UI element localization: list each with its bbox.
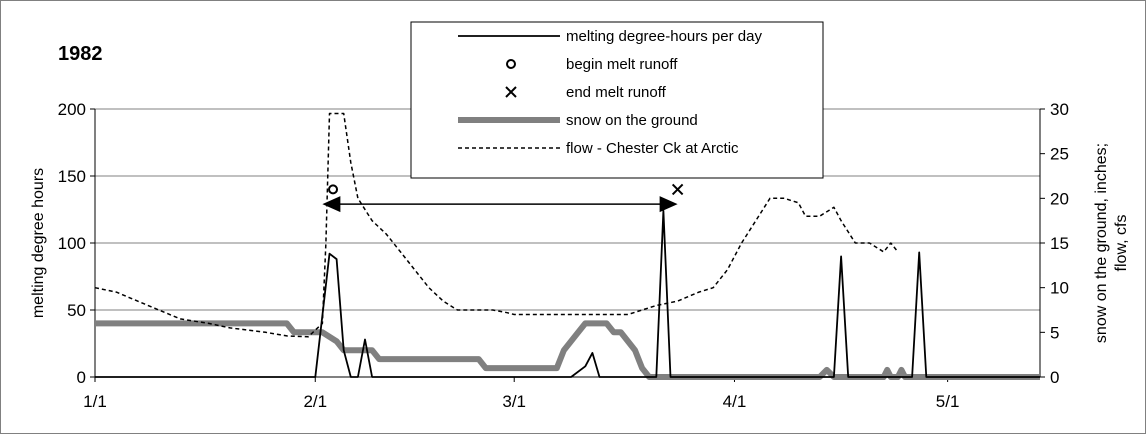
y-right-axis-title-line2: flow, cfs xyxy=(1113,215,1130,272)
legend-swatch-begin xyxy=(506,59,516,69)
y-right-tick-label-2: 10 xyxy=(1050,279,1069,298)
legend-box xyxy=(410,21,824,179)
y-right-tick-label-1: 5 xyxy=(1050,323,1059,342)
legend-label-mdh: melting degree-hours per day xyxy=(566,28,762,45)
y-right-axis-title-line1: snow on the ground, inches; xyxy=(1093,143,1110,343)
y-left-tick-label-0: 0 xyxy=(77,368,86,387)
legend-swatch-end xyxy=(505,86,517,98)
x-tick-label-0: 1/1 xyxy=(83,392,107,411)
y-left-tick-label-1: 50 xyxy=(67,301,86,320)
y-right-tick-label-4: 20 xyxy=(1050,189,1069,208)
y-left-tick-label-3: 150 xyxy=(58,167,86,186)
y-right-tick-label-5: 25 xyxy=(1050,145,1069,164)
begin-melt-runoff-marker xyxy=(328,184,339,195)
series-line-melting-degree-hours xyxy=(95,209,1040,378)
y-left-axis-title: melting degree hours xyxy=(30,168,47,318)
end-melt-runoff-marker xyxy=(671,183,684,196)
y-right-tick-label-0: 0 xyxy=(1050,368,1059,387)
x-tick-label-3: 4/1 xyxy=(723,392,747,411)
x-tick-label-1: 2/1 xyxy=(303,392,327,411)
melt-period-arrowhead-right xyxy=(659,196,678,213)
legend-label-snow: snow on the ground xyxy=(566,112,698,129)
series-layer xyxy=(94,112,1040,380)
annotation-layer xyxy=(322,183,684,213)
y-right-tick-label-3: 15 xyxy=(1050,234,1069,253)
legend: melting degree-hours per day begin melt … xyxy=(410,21,824,179)
y-left-tick-label-4: 200 xyxy=(58,100,86,119)
legend-label-flow: flow - Chester Ck at Arctic xyxy=(566,140,739,157)
x-tick-label-4: 5/1 xyxy=(936,392,960,411)
series-line-flow xyxy=(94,112,899,338)
legend-label-begin: begin melt runoff xyxy=(566,56,678,73)
year-label: 1982 xyxy=(58,43,103,65)
x-tick-label-2: 3/1 xyxy=(502,392,526,411)
melt-period-arrowhead-left xyxy=(322,196,341,213)
legend-label-end: end melt runoff xyxy=(566,84,667,101)
y-left-tick-label-2: 100 xyxy=(58,234,86,253)
y-right-tick-label-6: 30 xyxy=(1050,100,1069,119)
